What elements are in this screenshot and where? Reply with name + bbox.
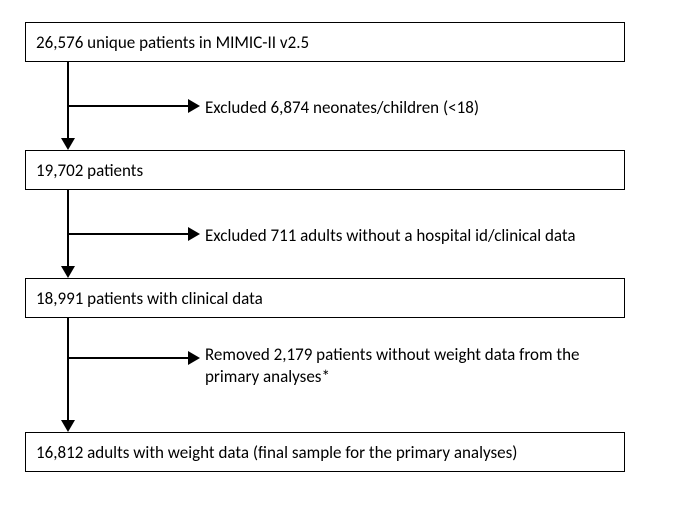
flow-box-text: 19,702 patients xyxy=(36,160,143,181)
flow-box-clinical-data: 18,991 patients with clinical data xyxy=(25,278,625,318)
flow-box-after-age-filter: 19,702 patients xyxy=(25,150,625,190)
flow-box-initial: 26,576 unique patients in MIMIC-II v2.5 xyxy=(25,22,625,62)
exclusion-text: Removed 2,179 patients without weight da… xyxy=(205,344,579,365)
arrow-down-line xyxy=(67,62,69,140)
arrow-down-head xyxy=(61,420,75,432)
exclusion-label-neonates: Excluded 6,874 neonates/children (<18) xyxy=(205,97,479,118)
arrow-right-head xyxy=(188,227,200,241)
exclusion-label-no-weight-line2: primary analyses* xyxy=(205,366,330,387)
arrow-down-line xyxy=(67,190,69,268)
exclusion-text: primary analyses* xyxy=(205,366,330,387)
flow-box-final-sample: 16,812 adults with weight data (final sa… xyxy=(25,432,625,472)
exclusion-label-no-hospital-id: Excluded 711 adults without a hospital i… xyxy=(205,225,576,246)
flow-box-text: 26,576 unique patients in MIMIC-II v2.5 xyxy=(36,32,309,53)
flow-box-text: 16,812 adults with weight data (final sa… xyxy=(36,442,517,463)
arrow-down-head xyxy=(61,266,75,278)
arrow-right-head xyxy=(188,351,200,365)
arrow-down-line xyxy=(67,318,69,422)
arrow-down-head xyxy=(61,138,75,150)
arrow-right-line xyxy=(68,105,188,107)
exclusion-label-no-weight-line1: Removed 2,179 patients without weight da… xyxy=(205,344,579,365)
exclusion-text: Excluded 711 adults without a hospital i… xyxy=(205,225,576,246)
exclusion-text: Excluded 6,874 neonates/children (<18) xyxy=(205,97,479,118)
arrow-right-line xyxy=(68,357,188,359)
flow-box-text: 18,991 patients with clinical data xyxy=(36,288,263,309)
arrow-right-line xyxy=(68,233,188,235)
arrow-right-head xyxy=(188,99,200,113)
